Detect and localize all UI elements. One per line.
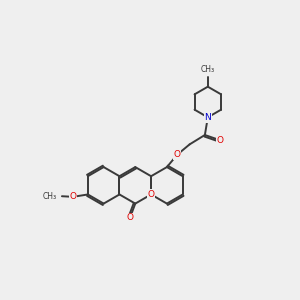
Text: CH₃: CH₃: [43, 192, 57, 201]
Text: N: N: [205, 113, 211, 122]
Text: CH₃: CH₃: [201, 65, 215, 74]
Text: O: O: [148, 190, 154, 199]
Text: O: O: [217, 136, 224, 145]
Text: O: O: [174, 150, 181, 159]
Text: O: O: [127, 213, 134, 222]
Text: O: O: [70, 192, 76, 201]
